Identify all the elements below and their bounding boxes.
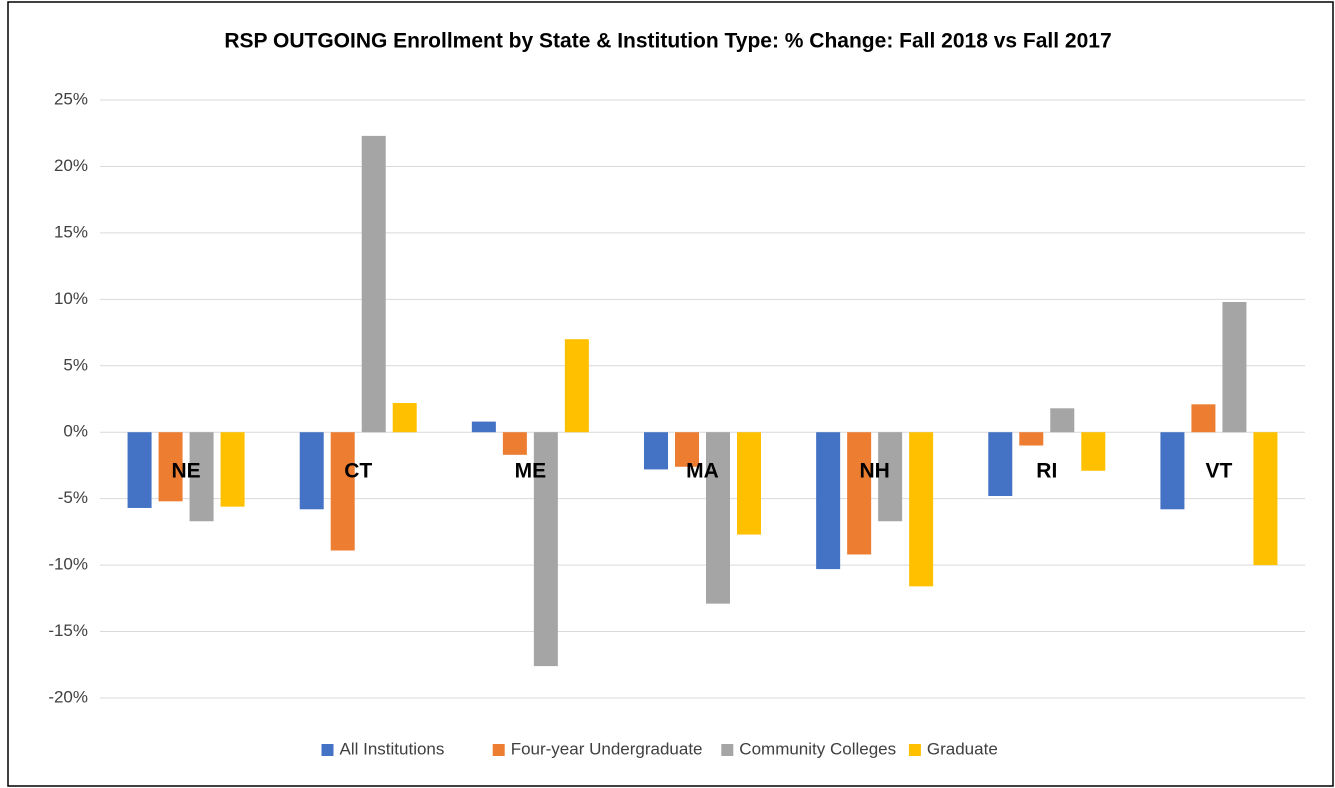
y-tick-label: 20% <box>54 156 88 175</box>
legend-label: All Institutions <box>340 739 445 758</box>
y-tick-label: 15% <box>54 222 88 241</box>
bar <box>392 402 417 433</box>
bar <box>1050 408 1075 433</box>
bar <box>127 432 152 508</box>
legend-swatch <box>721 744 734 756</box>
bar <box>220 432 245 507</box>
y-tick-label: 0% <box>63 422 88 441</box>
bar <box>878 432 903 522</box>
bar <box>644 432 668 470</box>
bar <box>158 432 183 502</box>
category-label: NE <box>171 460 200 483</box>
bar <box>1253 432 1278 566</box>
legend-label: Community Colleges <box>739 739 896 758</box>
bar <box>189 432 214 522</box>
legend-swatch <box>321 744 334 756</box>
bar <box>1222 301 1247 433</box>
y-tick-label: 5% <box>63 355 88 374</box>
bar <box>1160 432 1185 510</box>
bar <box>471 421 496 433</box>
legend-label: Graduate <box>927 739 998 758</box>
category-label: CT <box>344 460 372 483</box>
legend-swatch <box>908 744 921 756</box>
bar <box>706 432 730 604</box>
bar <box>737 432 761 535</box>
bar <box>816 432 841 570</box>
category-label: ME <box>515 460 547 483</box>
category-label: RI <box>1036 460 1057 483</box>
bar <box>533 432 558 667</box>
bar <box>361 135 386 433</box>
y-tick-label: -15% <box>48 621 88 640</box>
bar <box>1191 404 1216 433</box>
legend-label: Four-year Undergraduate <box>511 739 703 758</box>
bar <box>299 432 324 510</box>
chart-border <box>7 1 1334 787</box>
y-tick-label: -5% <box>58 488 88 507</box>
bar <box>847 432 872 555</box>
category-label: VT <box>1206 460 1233 483</box>
bar <box>330 432 355 551</box>
bar <box>564 339 589 433</box>
chart-title: RSP OUTGOING Enrollment by State & Insti… <box>224 30 1111 53</box>
bar <box>1081 432 1106 471</box>
bar <box>502 432 527 455</box>
y-tick-label: 25% <box>54 89 88 108</box>
y-tick-label: -20% <box>48 687 88 706</box>
bar <box>988 432 1013 497</box>
bar <box>675 432 699 467</box>
category-label: NH <box>859 460 889 483</box>
bar <box>1019 432 1044 446</box>
legend-swatch <box>492 744 505 756</box>
category-label: MA <box>686 460 719 483</box>
y-tick-label: -10% <box>48 555 88 574</box>
y-tick-label: 10% <box>54 289 88 308</box>
bar <box>909 432 934 587</box>
